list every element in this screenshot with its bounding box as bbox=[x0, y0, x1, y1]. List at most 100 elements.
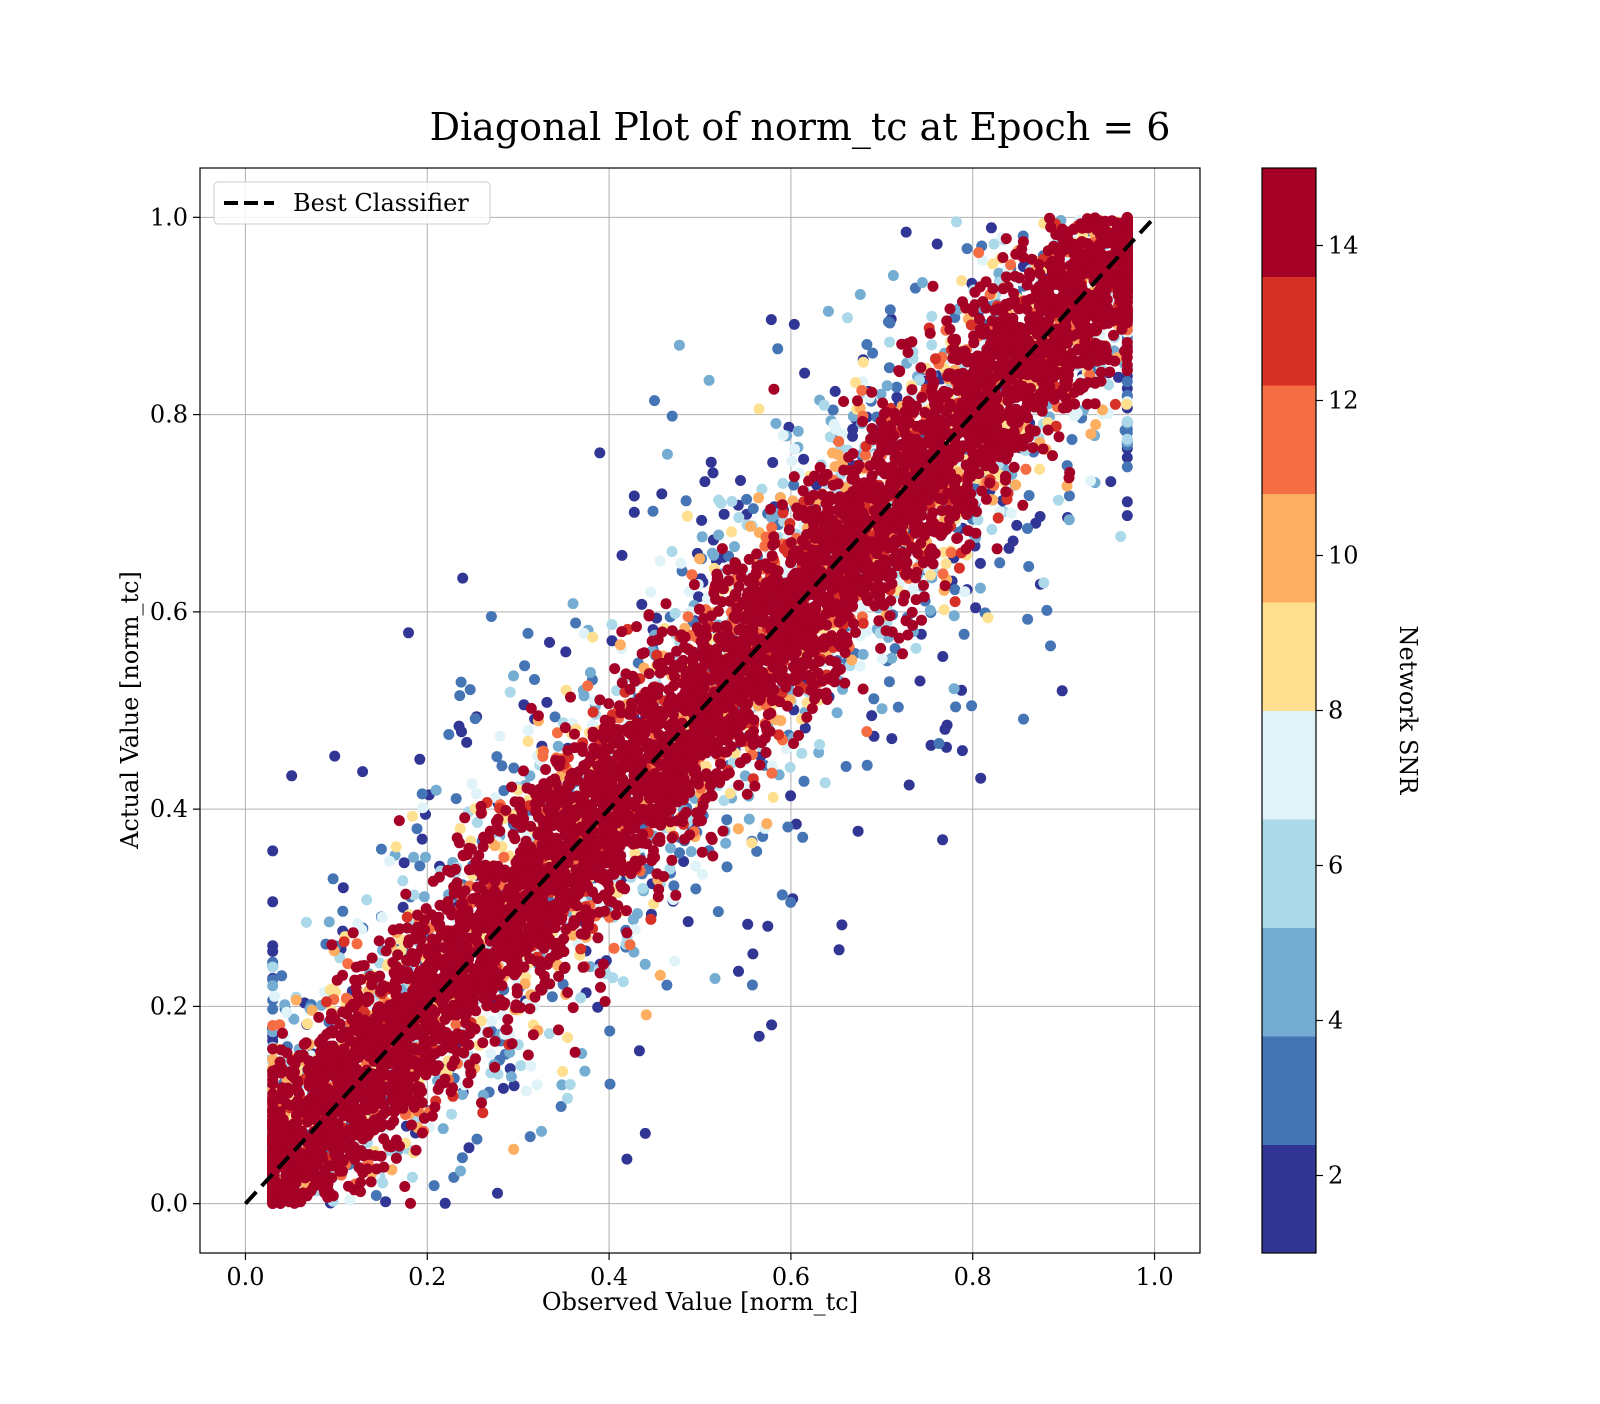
scatter-point bbox=[599, 906, 610, 917]
scatter-point bbox=[328, 873, 339, 884]
scatter-point bbox=[1115, 531, 1126, 542]
scatter-point bbox=[456, 677, 467, 688]
scatter-point bbox=[975, 773, 986, 784]
scatter-point bbox=[1045, 640, 1056, 651]
scatter-point bbox=[465, 684, 476, 695]
scatter-point bbox=[519, 660, 530, 671]
scatter-point bbox=[615, 639, 626, 650]
scatter-point bbox=[753, 492, 764, 503]
scatter-point bbox=[733, 966, 744, 977]
scatter-point bbox=[1122, 496, 1133, 507]
scatter-point bbox=[937, 834, 948, 845]
scatter-point bbox=[742, 919, 753, 930]
scatter-point bbox=[632, 908, 643, 919]
scatter-point bbox=[722, 861, 733, 872]
scatter-point bbox=[405, 1198, 416, 1209]
scatter-point bbox=[1006, 508, 1017, 519]
scatter-point bbox=[858, 649, 869, 660]
scatter-point bbox=[417, 834, 428, 845]
scatter-point bbox=[754, 404, 765, 415]
scatter-point bbox=[707, 548, 718, 559]
scatter-point bbox=[1041, 605, 1052, 616]
scatter-point bbox=[521, 1086, 532, 1097]
scatter-point bbox=[470, 713, 481, 724]
scatter-point bbox=[1122, 434, 1133, 445]
scatter-point bbox=[640, 959, 651, 970]
scatter-point bbox=[904, 780, 915, 791]
scatter-point bbox=[949, 584, 960, 595]
scatter-point bbox=[772, 343, 783, 354]
scatter-point bbox=[471, 788, 482, 799]
scatter-point bbox=[761, 818, 772, 829]
scatter-point bbox=[667, 411, 678, 422]
scatter-point bbox=[799, 776, 810, 787]
scatter-point bbox=[820, 777, 831, 788]
scatter-point bbox=[704, 375, 715, 386]
scatter-point bbox=[1053, 495, 1064, 506]
scatter-point bbox=[352, 938, 363, 949]
scatter-point bbox=[670, 608, 681, 619]
scatter-point bbox=[661, 980, 672, 991]
scatter-point bbox=[1024, 490, 1035, 501]
scatter-point bbox=[616, 626, 627, 637]
scatter-point bbox=[926, 311, 937, 322]
scatter-point bbox=[605, 1079, 616, 1090]
scatter-point bbox=[438, 1123, 449, 1134]
scatter-point bbox=[562, 1032, 573, 1043]
scatter-point bbox=[951, 216, 962, 227]
scatter-point bbox=[827, 448, 838, 459]
scatter-point bbox=[440, 1198, 451, 1209]
scatter-point bbox=[683, 916, 694, 927]
scatter-point bbox=[884, 676, 895, 687]
scatter-point bbox=[607, 972, 618, 983]
scatter-point bbox=[862, 760, 873, 771]
scatter-point bbox=[391, 1153, 402, 1164]
scatter-point bbox=[508, 763, 519, 774]
scatter-point bbox=[674, 340, 685, 351]
scatter-point bbox=[380, 1196, 391, 1207]
scatter-point bbox=[949, 683, 960, 694]
scatter-point bbox=[877, 653, 888, 664]
scatter-point bbox=[884, 337, 895, 348]
scatter-point bbox=[694, 604, 705, 615]
scatter-point bbox=[762, 921, 773, 932]
scatter-point bbox=[858, 618, 869, 629]
scatter-point bbox=[570, 618, 581, 629]
scatter-point bbox=[891, 382, 902, 393]
scatter-point bbox=[267, 1004, 278, 1015]
scatter-point bbox=[973, 247, 984, 258]
scatter-point bbox=[886, 733, 897, 744]
scatter-point bbox=[855, 289, 866, 300]
scatter-point bbox=[828, 480, 839, 491]
scatter-point bbox=[376, 844, 387, 855]
scatter-point bbox=[746, 837, 757, 848]
scatter-point bbox=[618, 976, 629, 987]
scatter-point bbox=[337, 906, 348, 917]
scatter-point bbox=[748, 503, 759, 514]
scatter-point bbox=[641, 1009, 652, 1020]
scatter-point bbox=[562, 987, 573, 998]
scatter-point bbox=[858, 357, 869, 368]
scatter-point bbox=[339, 936, 350, 947]
scatter-point bbox=[877, 703, 888, 714]
scatter-point bbox=[699, 476, 710, 487]
scatter-point bbox=[720, 838, 731, 849]
scatter-point bbox=[686, 846, 697, 857]
scatter-point bbox=[1105, 476, 1116, 487]
scatter-point bbox=[585, 667, 596, 678]
scatter-point bbox=[884, 318, 895, 329]
scatter-point bbox=[713, 906, 724, 917]
scatter-point bbox=[408, 852, 419, 863]
scatter-point bbox=[713, 495, 724, 506]
scatter-point bbox=[917, 277, 928, 288]
scatter-point bbox=[544, 637, 555, 648]
scatter-point bbox=[857, 416, 868, 427]
scatter-point bbox=[587, 632, 598, 643]
scatter-point bbox=[536, 1126, 547, 1137]
scatter-point bbox=[529, 674, 540, 685]
scatter-point bbox=[523, 725, 534, 736]
scatter-point bbox=[954, 563, 965, 574]
scatter-point bbox=[970, 602, 981, 613]
scatter-point bbox=[1122, 510, 1133, 521]
scatter-point bbox=[690, 883, 701, 894]
